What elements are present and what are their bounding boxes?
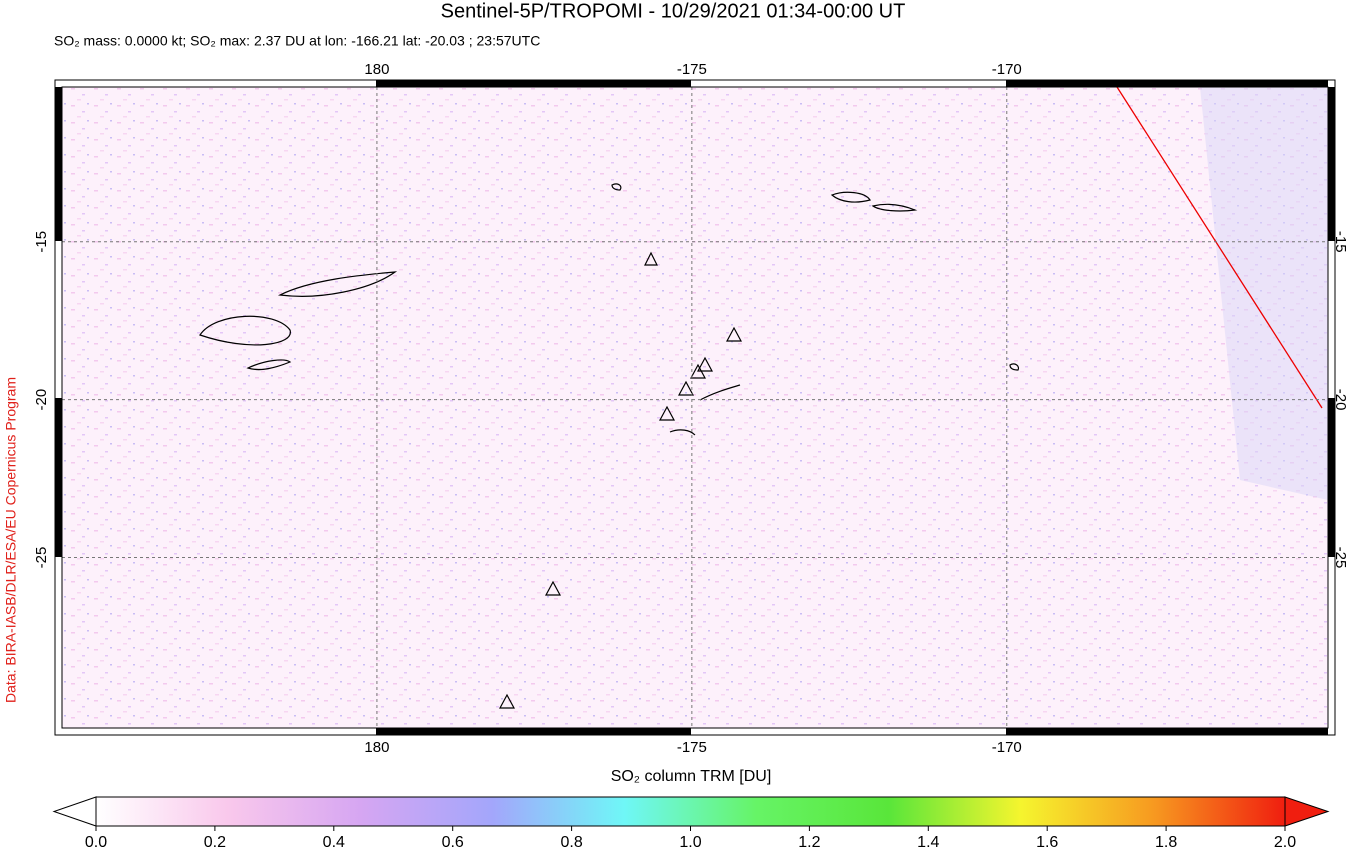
title: Sentinel-5P/TROPOMI - 10/29/2021 01:34-0… [441, 0, 906, 22]
credit: Data: BIRA-IASB/DLR/ESA/EU Copernicus Pr… [3, 377, 19, 703]
y-tick-label-left: -15 [33, 231, 50, 253]
grid [62, 87, 1328, 728]
colorbar-tick-label: 1.0 [679, 834, 701, 851]
y-tick-label-left: -20 [33, 389, 50, 411]
map-frame [54, 79, 1336, 736]
swath-noise [1200, 87, 1328, 500]
map-inner-frame [61, 86, 1329, 729]
y-tick-label-right: -20 [1332, 389, 1346, 411]
colorbar-tick-label: 0.0 [85, 834, 107, 851]
colorbar-tick-label: 0.6 [442, 834, 464, 851]
x-tick-label-top: -175 [677, 61, 707, 78]
colorbar-tick-label: 1.6 [1036, 834, 1058, 851]
y-tick-label-right: -25 [1332, 547, 1346, 569]
colorbar-max-arrow [1284, 796, 1330, 827]
map-area [62, 87, 1328, 728]
x-tick-label-bottom: 180 [364, 739, 389, 756]
orbit-edge [1116, 86, 1323, 409]
colorbar-tick-label: 0.8 [560, 834, 582, 851]
coastlines [199, 183, 1020, 436]
x-tick-label-bottom: -170 [992, 739, 1022, 756]
colorbar [95, 796, 1286, 827]
y-tick-label-right: -15 [1332, 231, 1346, 253]
colorbar-tick-label: 0.2 [204, 834, 226, 851]
volcano-markers [498, 251, 743, 709]
colorbar-tick-label: 0.4 [323, 834, 345, 851]
frame-bars [55, 80, 1335, 735]
colorbar-label: SO₂ column TRM [DU] [611, 768, 772, 785]
x-tick-label-bottom: -175 [677, 739, 707, 756]
x-tick-label-top: 180 [364, 61, 389, 78]
y-tick-label-left: -25 [33, 547, 50, 569]
colorbar-min-arrow [52, 796, 97, 827]
subtitle: SO₂ mass: 0.0000 kt; SO₂ max: 2.37 DU at… [54, 33, 540, 49]
x-tick-label-top: -170 [992, 61, 1022, 78]
colorbar-tick-label: 2.0 [1274, 834, 1296, 851]
colorbar-tick-label: 1.2 [798, 834, 820, 851]
colorbar-tick-label: 1.4 [917, 834, 939, 851]
colorbar-tick-label: 1.8 [1155, 834, 1177, 851]
